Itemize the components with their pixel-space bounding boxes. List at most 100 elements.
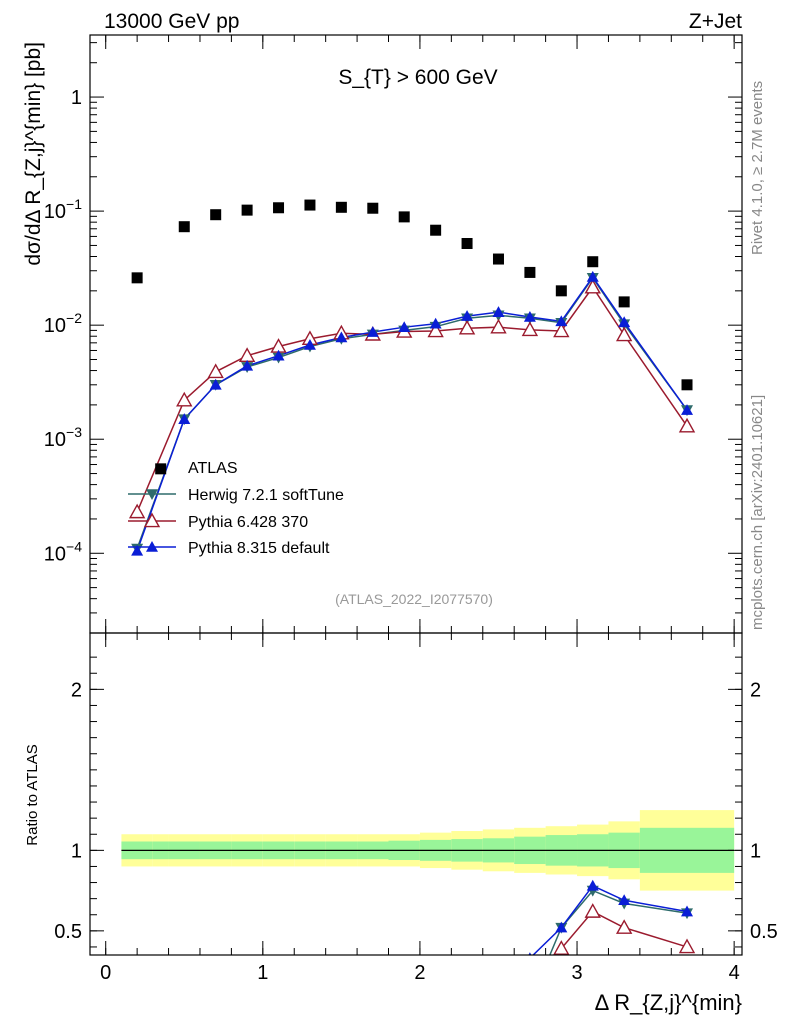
series-point [366, 326, 379, 337]
legend-label: Pythia 6.428 370 [188, 514, 308, 531]
series-point [521, 321, 539, 337]
series-point [241, 359, 254, 371]
analysis-id: (ATLAS_2022_I2077570) [335, 591, 493, 607]
x-axis-ticks: 0 1 2 3 4 [100, 35, 740, 984]
main-plot-panel: 1 10−1 10−2 10−3 10−4 S_{T} > 600 GeV (ATLAS… [22, 34, 743, 634]
x-axis-label: Δ R_{Z,j}^{min} [595, 990, 742, 1015]
ratio-frame [89, 632, 743, 956]
ratio-series-point [681, 905, 694, 917]
data-point [555, 285, 567, 297]
series-point [681, 404, 694, 415]
series-point [429, 317, 442, 329]
mcplots-label: mcplots.cern.ch [arXiv:2401.10621] [749, 395, 766, 630]
data-point [241, 204, 253, 216]
ratio-series-line [549, 889, 688, 955]
x-tick-label: 4 [729, 962, 740, 984]
ratio-ytick-label: 0.5 [54, 921, 82, 943]
ratio-series-point [618, 894, 631, 906]
series-point [678, 417, 696, 433]
series-point [303, 339, 316, 350]
data-point [461, 238, 473, 250]
main-ylabel: dσ/dΔ R_{Z,j}^{min} [pb] [22, 42, 45, 266]
series-point [618, 316, 631, 328]
data-point [155, 463, 167, 475]
main-ytick-label: 10−3 [44, 424, 82, 451]
ratio-series-point [553, 940, 570, 955]
data-point [681, 379, 693, 391]
series-line [136, 285, 688, 513]
series-point [176, 391, 193, 407]
x-tick-label: 1 [257, 962, 268, 984]
series-line [136, 276, 688, 549]
data-point [210, 209, 222, 221]
x-tick-label: 2 [414, 962, 425, 984]
data-point [335, 201, 347, 213]
series-point [553, 322, 570, 338]
series-line [136, 275, 688, 552]
series-point [335, 331, 348, 343]
main-ytick-label: 1 [71, 87, 82, 109]
series-point [458, 319, 476, 335]
main-ytick-label: 10−4 [44, 538, 82, 565]
series-point [492, 306, 505, 317]
ratio-ytick-label-right: 1 [750, 840, 761, 862]
series-point [584, 278, 601, 294]
ratio-series-point [615, 919, 633, 934]
legend-entries: Herwig 7.2.1 softTune Pythia 6.428 370 Pyt… [128, 487, 344, 557]
cut-label: S_{T} > 600 GeV [338, 66, 497, 89]
ratio-ytick-label: 2 [71, 679, 82, 701]
legend-label: Herwig 7.2.1 softTune [188, 487, 344, 504]
rivet-label: Rivet 4.1.0, ≥ 2.7M events [749, 81, 766, 255]
data-point [273, 202, 285, 214]
main-data-marks [128, 199, 696, 556]
series-point [586, 270, 599, 282]
legend-marker [146, 541, 158, 552]
ratio-plot-panel: 0.5 0.5 1 1 2 2 Ratio to ATLAS [24, 632, 778, 956]
ratio-series-point [584, 903, 601, 918]
series-point [555, 315, 568, 327]
process-label: Z+Jet [689, 10, 742, 33]
series-point [427, 322, 444, 338]
x-tick-label: 0 [100, 962, 111, 984]
data-point [430, 224, 442, 236]
legend-marker [143, 512, 161, 528]
x-tick-label: 3 [571, 962, 582, 984]
data-point [587, 256, 599, 268]
series-point [523, 310, 536, 322]
ratio-series-line [532, 884, 688, 955]
ratio-bands [121, 810, 735, 891]
ratio-ylabel: Ratio to ATLAS [24, 744, 41, 845]
series-point [131, 544, 144, 556]
ratio-axis-ticks: 0.5 0.5 1 1 2 2 [54, 656, 778, 948]
series-point [207, 363, 224, 379]
data-point [398, 211, 410, 223]
ratio-series-point [586, 879, 599, 891]
ratio-series-point [528, 952, 532, 955]
ratio-ytick-label: 1 [71, 840, 82, 862]
ratio-series-point [678, 938, 696, 954]
series-point [398, 321, 411, 332]
ratio-ytick-label-right: 0.5 [750, 921, 778, 943]
main-ytick-label: 10−1 [44, 196, 82, 223]
ratio-marks [528, 879, 696, 955]
data-point [618, 296, 630, 308]
main-ytick-label: 10−2 [44, 310, 82, 337]
legend-marker [146, 489, 158, 500]
data-point [304, 199, 316, 211]
data-point [131, 272, 143, 284]
ratio-ytick-label-right: 2 [750, 679, 761, 701]
main-axis-ticks: 1 10−1 10−2 10−3 10−4 [44, 42, 742, 634]
legend: ATLAS Herwig 7.2.1 softTune Pythia 6.428 … [128, 460, 344, 557]
data-point [524, 266, 536, 278]
energy-label: 13000 GeV pp [104, 10, 239, 33]
ratio-series-point [555, 921, 568, 933]
series-point [615, 326, 633, 342]
series-point [272, 349, 285, 361]
series-point [461, 310, 474, 321]
data-point [492, 253, 504, 265]
legend-title: ATLAS [188, 460, 238, 477]
series-point [490, 318, 507, 334]
series-point [128, 503, 146, 519]
data-point [367, 202, 379, 214]
series-point [209, 378, 222, 390]
